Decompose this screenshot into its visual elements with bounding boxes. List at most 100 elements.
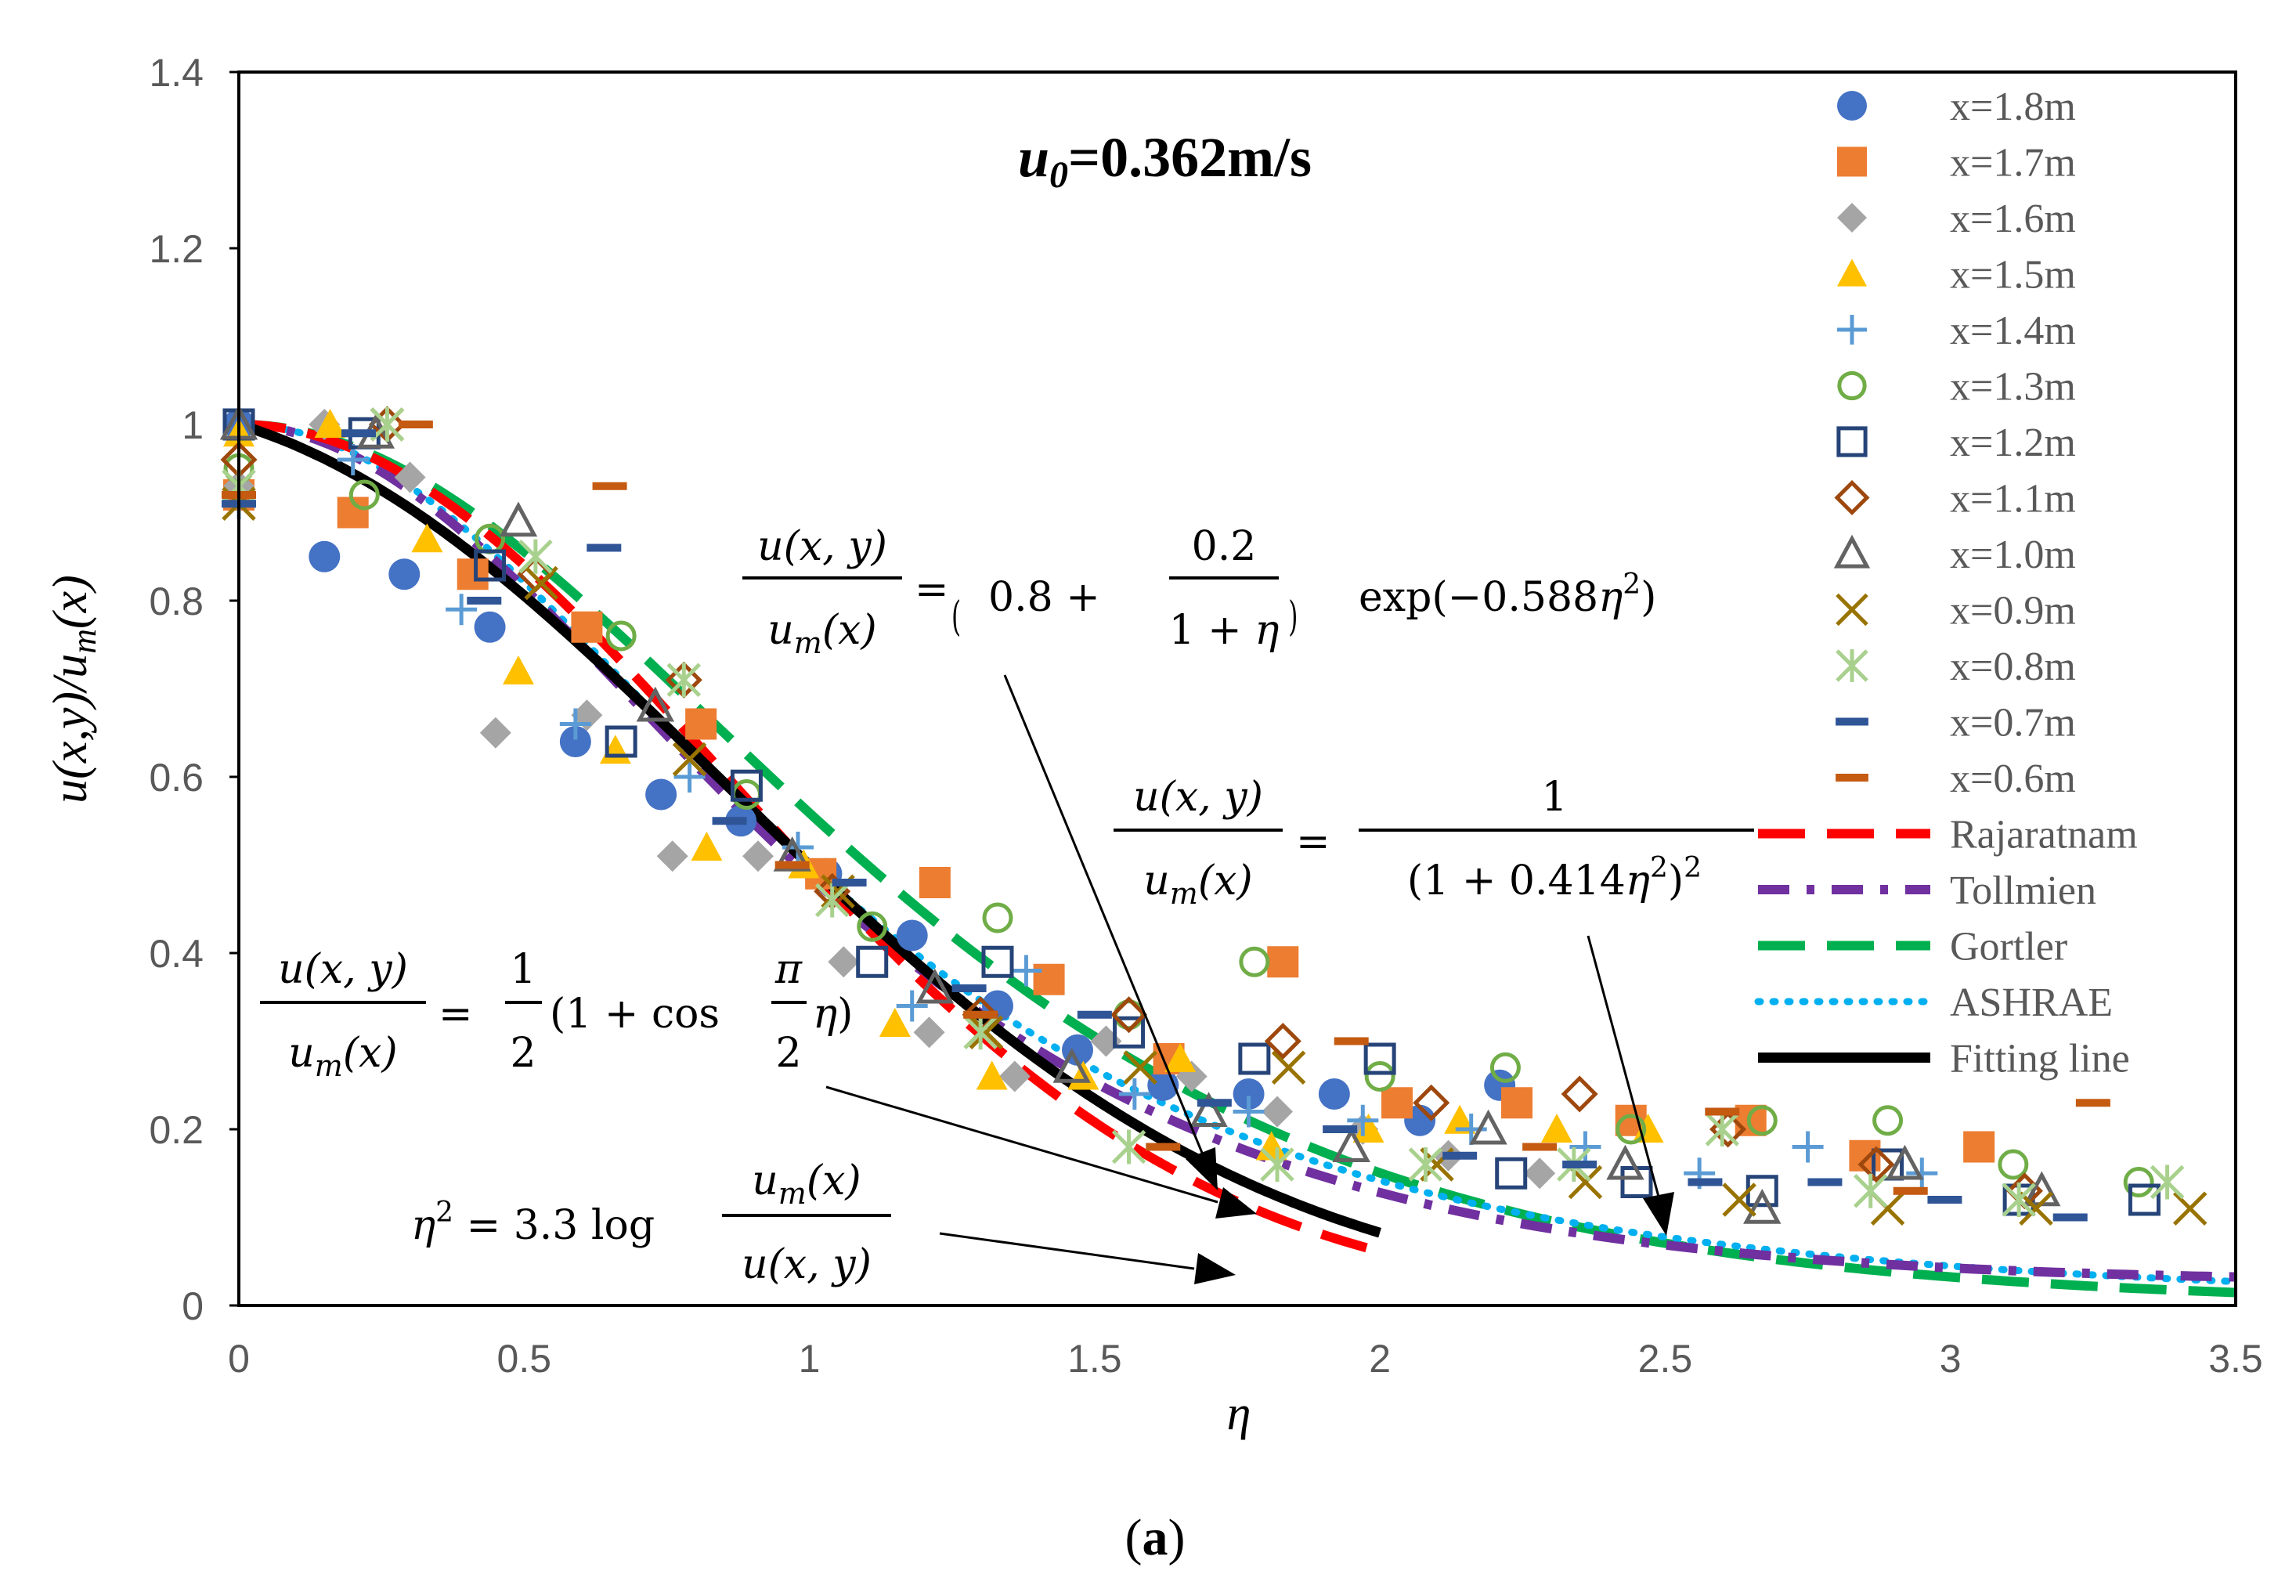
point-x1.3m: [1872, 1105, 1904, 1136]
y-tick-label: 0.8: [149, 580, 204, 623]
point-x0.8m: [518, 539, 553, 574]
point-x1.8m: [559, 726, 591, 757]
svg-text:): ): [1288, 594, 1298, 641]
point-x1.8m: [388, 558, 421, 590]
arrow-gortler: [1587, 935, 1660, 1197]
point-layer: [219, 404, 2208, 1226]
point-x0.6m: [1705, 1107, 1740, 1116]
point-x0.6m: [774, 861, 810, 869]
point-x1.6m: [998, 1060, 1031, 1092]
y-tick-label: 1.4: [149, 51, 204, 95]
point-x1.0m: [1190, 1092, 1228, 1127]
legend-item-x1.6m-marker: [1837, 203, 1867, 233]
legend-item-x0.6m-marker: [1836, 774, 1868, 782]
point-x0.8m: [1260, 1147, 1294, 1182]
arrow-fitting-line: [1003, 674, 1204, 1154]
point-x1.5m: [976, 1060, 1008, 1090]
x-tick-label: 3.5: [2208, 1337, 2263, 1381]
point-x1.3m: [982, 902, 1013, 933]
point-x1.3m: [1746, 1105, 1778, 1136]
point-x0.7m: [712, 817, 747, 825]
legend-item-x0.9m-label: x=0.9m: [1950, 589, 2076, 634]
x-axis-label: η: [1227, 1387, 1251, 1440]
point-x0.7m: [587, 543, 622, 552]
point-x0.7m: [951, 984, 987, 992]
point-x1.2m: [981, 945, 1014, 978]
svg-text:um(x): um(x): [1143, 858, 1252, 911]
point-x1.5m: [503, 655, 534, 684]
point-x1.0m: [1332, 1127, 1370, 1162]
svg-text:u(x, y): u(x, y): [278, 946, 408, 993]
point-x1.5m: [879, 1008, 911, 1037]
point-x1.4m: [1792, 1131, 1824, 1163]
legend-item-x0.8m-marker: [1836, 649, 1868, 682]
legend-item-x1.1m-label: x=1.1m: [1950, 477, 2076, 522]
point-x1.4m: [446, 594, 478, 626]
point-x0.6m: [398, 421, 433, 428]
legend-item-x1.5m-marker: [1837, 258, 1867, 287]
legend-item-tollmien-label: Tollmien: [1950, 868, 2096, 913]
svg-text:2: 2: [775, 1030, 801, 1077]
legend-item-x1.7m-label: x=1.7m: [1950, 141, 2076, 186]
point-x1.7m: [1033, 963, 1065, 995]
point-x1.1m: [1413, 1084, 1450, 1121]
point-x1.7m: [571, 611, 603, 643]
svg-text:1 + η: 1 + η: [1169, 607, 1280, 654]
point-x0.8m: [814, 883, 850, 918]
point-x0.8m: [1408, 1147, 1443, 1182]
point-x1.3m: [2123, 1167, 2154, 1197]
svg-text:u(x, y): u(x, y): [742, 1241, 872, 1288]
x-tick-label: 0.5: [497, 1337, 552, 1381]
svg-text:1: 1: [1541, 774, 1567, 821]
point-x0.6m: [1334, 1037, 1369, 1045]
legend-item-x1.2m-label: x=1.2m: [1950, 421, 2076, 465]
point-x1.3m: [1489, 1052, 1521, 1083]
legend-item-gortler-label: Gortler: [1950, 925, 2067, 970]
point-x1.6m: [742, 840, 774, 872]
arrow-ashrae: [825, 1085, 1218, 1204]
legend-item-fittingline-label: Fitting line: [1950, 1037, 2130, 1081]
point-x1.0m: [636, 686, 675, 722]
y-tick-label: 1: [182, 403, 204, 447]
svg-text:0.8 +: 0.8 +: [988, 574, 1100, 621]
legend-item-rajaratnam-label: Rajaratnam: [1950, 813, 2138, 858]
point-x1.2m: [2128, 1183, 2161, 1216]
point-x1.4m: [1118, 1078, 1150, 1110]
point-x0.7m: [1688, 1178, 1723, 1186]
point-x1.8m: [474, 611, 506, 643]
svg-text:exp(−0.588η2): exp(−0.588η2): [1359, 569, 1656, 621]
point-x1.3m: [348, 479, 380, 511]
legend-item-x1.7m-marker: [1837, 146, 1867, 177]
point-x1.2m: [856, 945, 889, 978]
point-x0.6m: [2075, 1099, 2110, 1107]
point-x1.7m: [1267, 946, 1299, 978]
legend-item-x1.2m-marker: [1836, 426, 1868, 457]
point-x1.6m: [1262, 1096, 1293, 1128]
point-x1.7m: [1381, 1087, 1413, 1119]
arrowhead-gortler: [1643, 1192, 1674, 1236]
point-x1.5m: [1352, 1114, 1384, 1143]
x-tick-label: 0: [228, 1337, 250, 1381]
point-x0.8m: [1705, 1112, 1740, 1146]
point-x1.5m: [411, 523, 443, 553]
equation-ashrae: u(x, y) um(x) = 1 2 (1 + cos π 2 η): [260, 946, 853, 1083]
point-x0.9m: [672, 742, 707, 777]
svg-text:π: π: [774, 946, 803, 993]
legend-item-x1.4m-marker: [1837, 315, 1867, 345]
point-x1.3m: [1616, 1114, 1647, 1145]
x-tick-label: 2.5: [1638, 1337, 1693, 1381]
point-x1.1m: [1110, 996, 1148, 1034]
svg-text:1: 1: [510, 946, 536, 993]
legend-item-x1.3m-marker: [1837, 370, 1867, 401]
point-x1.7m: [1963, 1131, 1995, 1163]
svg-text:0.2: 0.2: [1192, 523, 1257, 570]
legend-item-x0.7m-label: x=0.7m: [1950, 701, 2076, 746]
point-x1.2m: [1363, 1042, 1396, 1075]
point-x1.1m: [1561, 1075, 1598, 1113]
point-x1.3m: [857, 911, 888, 942]
legend: x=1.8m x=1.7m x=1.6m x=1.5m x=1.4m x=1.3m x=1.…: [1754, 85, 2138, 1081]
point-x1.2m: [730, 769, 763, 802]
point-x0.8m: [666, 663, 702, 698]
